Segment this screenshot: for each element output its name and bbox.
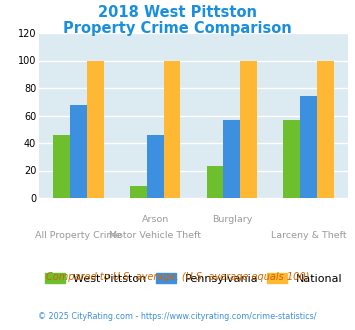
- Text: Property Crime Comparison: Property Crime Comparison: [63, 21, 292, 36]
- Text: Burglary: Burglary: [212, 214, 252, 223]
- Bar: [70, 105, 87, 198]
- Bar: [130, 185, 147, 198]
- Text: Motor Vehicle Theft: Motor Vehicle Theft: [109, 231, 201, 240]
- Legend: West Pittston, Pennsylvania, National: West Pittston, Pennsylvania, National: [44, 273, 343, 283]
- Text: Larceny & Theft: Larceny & Theft: [271, 231, 346, 240]
- Text: All Property Crime: All Property Crime: [35, 231, 122, 240]
- Text: 2018 West Pittston: 2018 West Pittston: [98, 5, 257, 20]
- Bar: [317, 60, 334, 198]
- Text: Compared to U.S. average. (U.S. average equals 100): Compared to U.S. average. (U.S. average …: [46, 272, 309, 282]
- Bar: [283, 120, 300, 198]
- Bar: [87, 60, 104, 198]
- Text: Arson: Arson: [142, 214, 169, 223]
- Bar: [164, 60, 180, 198]
- Bar: [240, 60, 257, 198]
- Bar: [223, 120, 240, 198]
- Bar: [53, 135, 70, 198]
- Bar: [207, 166, 223, 198]
- Bar: [300, 96, 317, 198]
- Bar: [147, 135, 164, 198]
- Text: © 2025 CityRating.com - https://www.cityrating.com/crime-statistics/: © 2025 CityRating.com - https://www.city…: [38, 312, 317, 321]
